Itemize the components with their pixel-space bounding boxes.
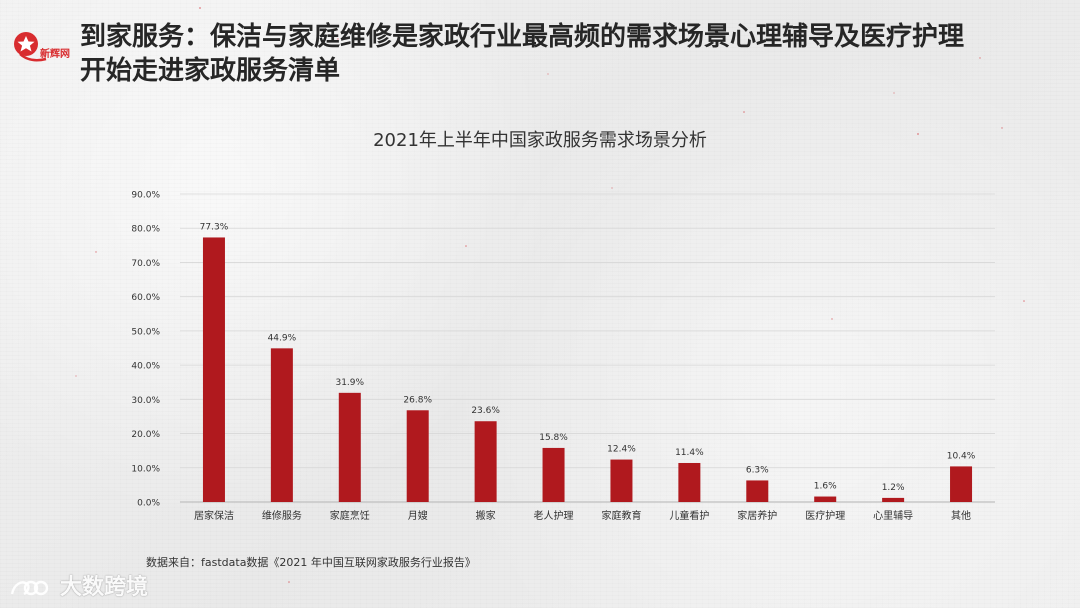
- source-note: 数据来自：fastdata数据《2021 年中国互联网家政服务行业报告》: [146, 556, 476, 569]
- page-title-line-1: 到家服务：保洁与家庭维修是家政行业最高频的需求场景心理辅导及医疗护理: [80, 22, 965, 52]
- logo-swoosh: [19, 53, 47, 62]
- watermark-text: 大数跨境: [60, 575, 149, 600]
- logo-text: 新辉网: [40, 47, 70, 60]
- watermark-logo-icon: [10, 580, 49, 596]
- page-title: 到家服务：保洁与家庭维修是家政行业最高频的需求场景心理辅导及医疗护理 开始走进家…: [80, 20, 1065, 88]
- brand-logo: 新辉网: [14, 32, 70, 62]
- chart-title: 2021年上半年中国家政服务需求场景分析: [373, 130, 707, 151]
- watermark: 大数跨境: [10, 574, 160, 602]
- logo-star-icon: [17, 36, 35, 52]
- page-title-line-2: 开始走进家政服务清单: [80, 56, 341, 86]
